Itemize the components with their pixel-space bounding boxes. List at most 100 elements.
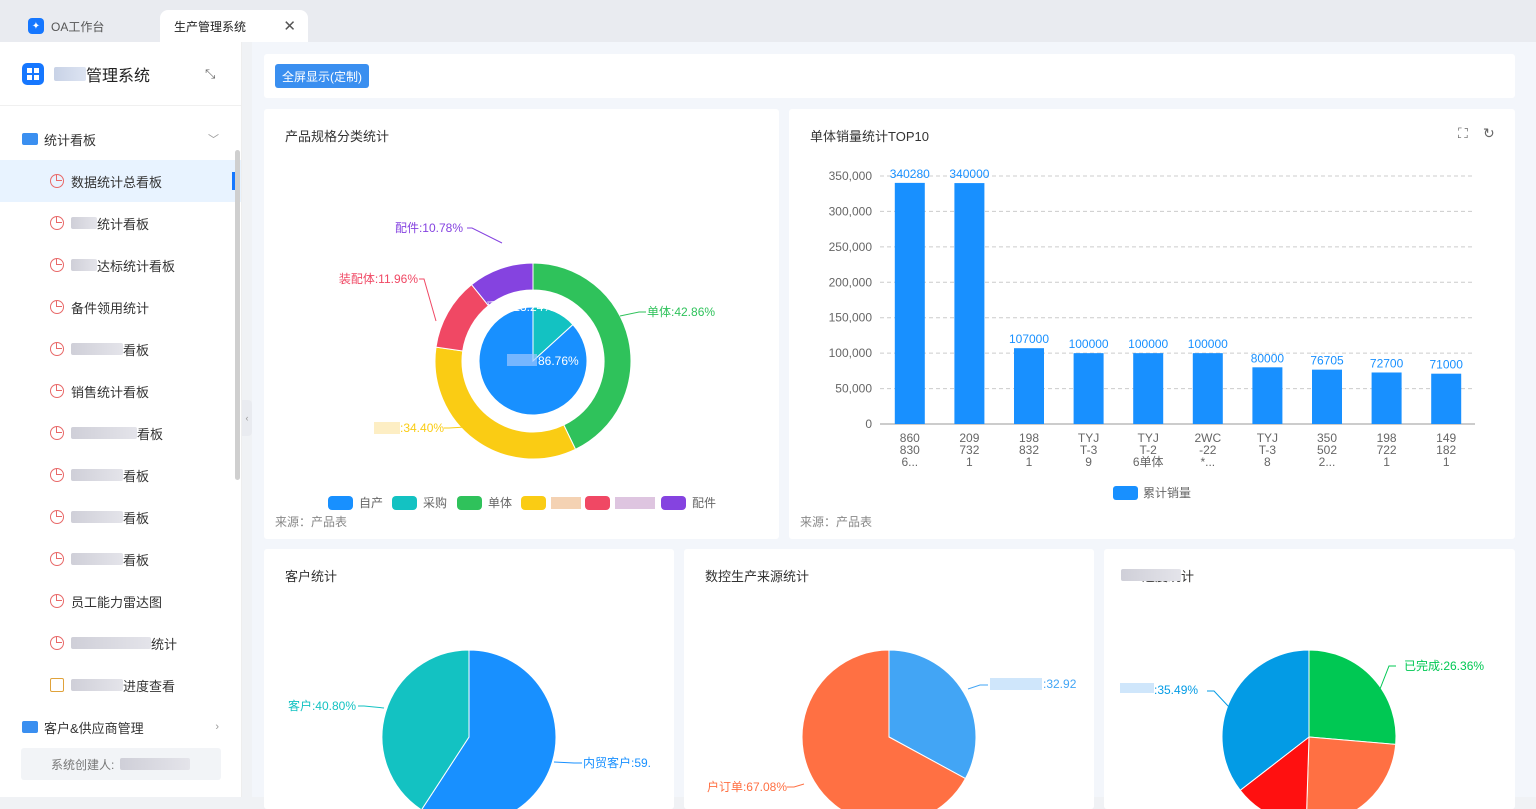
label-leader-line — [553, 761, 582, 764]
pie-chart-icon — [50, 216, 64, 230]
x-tick-label: 2WC — [1194, 431, 1221, 445]
card-sales-top10: 单体销量统计TOP10 ⛶ ↻ 0 50,000 100,000 150,000 200… — [789, 109, 1515, 539]
slice-label: 客户:40.80% — [288, 698, 356, 713]
redacted-text — [71, 217, 97, 229]
sidebar-item-label: 看板 — [123, 468, 150, 484]
x-tick-label: 832 — [1019, 443, 1039, 457]
legend-swatch — [392, 496, 417, 510]
fullscreen-button[interactable]: 全屏显示(定制) — [275, 64, 369, 88]
sidebar-item-label: 数据统计总看板 — [71, 174, 163, 190]
y-tick-label: 200,000 — [829, 275, 873, 289]
label-leader-line — [1379, 665, 1396, 690]
menu-group-label: 统计看板 — [44, 132, 97, 148]
card-progress-stats: 进度统计 已完成:26.36%:35.49% — [1104, 549, 1515, 809]
pie-chart-icon — [50, 300, 64, 314]
tab-label: 生产管理系统 — [174, 19, 247, 34]
app-icon: ✦ — [28, 18, 44, 34]
sidebar-item-data-overview[interactable]: 数据统计总看板 — [0, 160, 241, 202]
bar — [1133, 353, 1164, 424]
sidebar-item-radar[interactable]: 员工能力雷达图 — [0, 580, 241, 622]
x-tick-label: -22 — [1199, 443, 1217, 457]
sidebar-item-board-b[interactable]: 看板 — [0, 412, 241, 454]
menu-group-customer-supplier[interactable]: 客户&供应商管理 › — [0, 706, 241, 748]
bar-value-label: 72700 — [1370, 356, 1404, 370]
bar — [1252, 367, 1283, 424]
card-title: 产品规格分类统计 — [285, 129, 390, 144]
y-tick-label: 100,000 — [829, 346, 873, 360]
refresh-icon[interactable]: ↻ — [1483, 125, 1495, 141]
slice-label: :32.92 — [1043, 677, 1077, 691]
sidebar-item-stat-board[interactable]: 统计看板 — [0, 202, 241, 244]
x-tick-label: T-2 — [1140, 443, 1158, 457]
brand-name: 管理系统 — [86, 67, 151, 85]
sidebar-item-spare-parts[interactable]: 备件领用统计 — [0, 286, 241, 328]
y-tick-label: 350,000 — [829, 169, 873, 183]
x-tick-label: T-3 — [1259, 443, 1277, 457]
bar — [1431, 373, 1462, 424]
sidebar-scrollbar[interactable] — [235, 150, 240, 480]
sidebar-item-board-e[interactable]: 看板 — [0, 538, 241, 580]
pie-slice — [1306, 736, 1397, 809]
sidebar-item-label: 统计 — [151, 636, 178, 652]
legend-swatch — [328, 496, 353, 510]
redacted-block — [551, 497, 581, 509]
sidebar-item-progress[interactable]: 进度查看 — [0, 664, 241, 706]
redacted-text — [1121, 569, 1181, 581]
label-leader-line — [358, 705, 385, 709]
tab-bar: ✦ OA工作台 生产管理系统 ✕ — [0, 0, 1536, 42]
sidebar-toggle-icon[interactable]: ‹ — [242, 400, 252, 436]
pie-slice — [421, 649, 557, 809]
redacted-text — [71, 511, 123, 523]
legend-swatch — [521, 496, 546, 510]
y-tick-label: 50,000 — [835, 382, 872, 396]
pie-slice — [888, 649, 977, 780]
bar — [1371, 372, 1402, 424]
pie-chart-icon — [50, 636, 64, 650]
outer-label: 装配体:11.96% — [339, 272, 418, 286]
sidebar-item-label: 备件领用统计 — [71, 300, 150, 316]
sidebar-item-statistics[interactable]: 统计 — [0, 622, 241, 664]
bar-value-label: 71000 — [1430, 358, 1464, 372]
sidebar-item-label: 达标统计看板 — [97, 258, 176, 274]
collapse-icon[interactable]: ⤡ — [205, 66, 216, 81]
x-tick-label: 1 — [1443, 455, 1450, 469]
x-tick-label: 502 — [1317, 443, 1337, 457]
legend-swatch — [661, 496, 686, 510]
x-tick-label: TYJ — [1257, 431, 1278, 445]
legend-label: 自产 — [359, 496, 383, 510]
inner-label: 86.76% — [538, 354, 579, 368]
pie-slice — [1239, 735, 1310, 809]
sidebar-item-board-a[interactable]: 看板 — [0, 328, 241, 370]
x-tick-label: 8 — [1264, 455, 1271, 469]
x-tick-label: TYJ — [1138, 431, 1159, 445]
legend-label: 累计销量 — [1143, 486, 1191, 500]
legend-swatch — [1113, 486, 1138, 500]
close-icon[interactable]: ✕ — [283, 18, 296, 35]
sidebar-item-label: 看板 — [123, 510, 150, 526]
pie-chart-icon — [50, 594, 64, 608]
tab-production-system[interactable]: 生产管理系统 ✕ — [160, 10, 308, 42]
redacted-text — [120, 758, 191, 770]
sidebar-item-board-c[interactable]: 看板 — [0, 454, 241, 496]
sidebar-item-board-d[interactable]: 看板 — [0, 496, 241, 538]
customer-pie-chart: 内贸客户:59. 客户:40.80% — [288, 649, 651, 809]
document-icon — [50, 678, 64, 692]
bar-value-label: 100000 — [1188, 337, 1228, 351]
fullscreen-icon[interactable]: ⛶ — [1458, 125, 1468, 141]
sidebar-item-label: 看板 — [123, 342, 150, 358]
x-tick-label: 6... — [901, 455, 918, 469]
card-source: 来源：产品表 — [275, 515, 348, 529]
slice-label: 已完成:26.36% — [1404, 658, 1484, 673]
card-customer-stats: 客户统计 内贸客户:59. 客户:40.80% — [264, 549, 674, 809]
tab-oa-workbench[interactable]: ✦ OA工作台 — [14, 10, 160, 42]
x-tick-label: *... — [1200, 455, 1215, 469]
x-tick-label: 1 — [966, 455, 973, 469]
bar — [954, 183, 985, 424]
sidebar-item-sales-board[interactable]: 销售统计看板 — [0, 370, 241, 412]
sidebar-item-target-board[interactable]: 达标统计看板 — [0, 244, 241, 286]
bar — [1073, 353, 1104, 424]
toolbar: 全屏显示(定制) — [264, 54, 1515, 98]
menu-group-statistics[interactable]: 统计看板 ﹀ — [0, 118, 241, 160]
menu-group-label: 客户&供应商管理 — [44, 720, 144, 736]
redacted-text — [54, 66, 86, 81]
